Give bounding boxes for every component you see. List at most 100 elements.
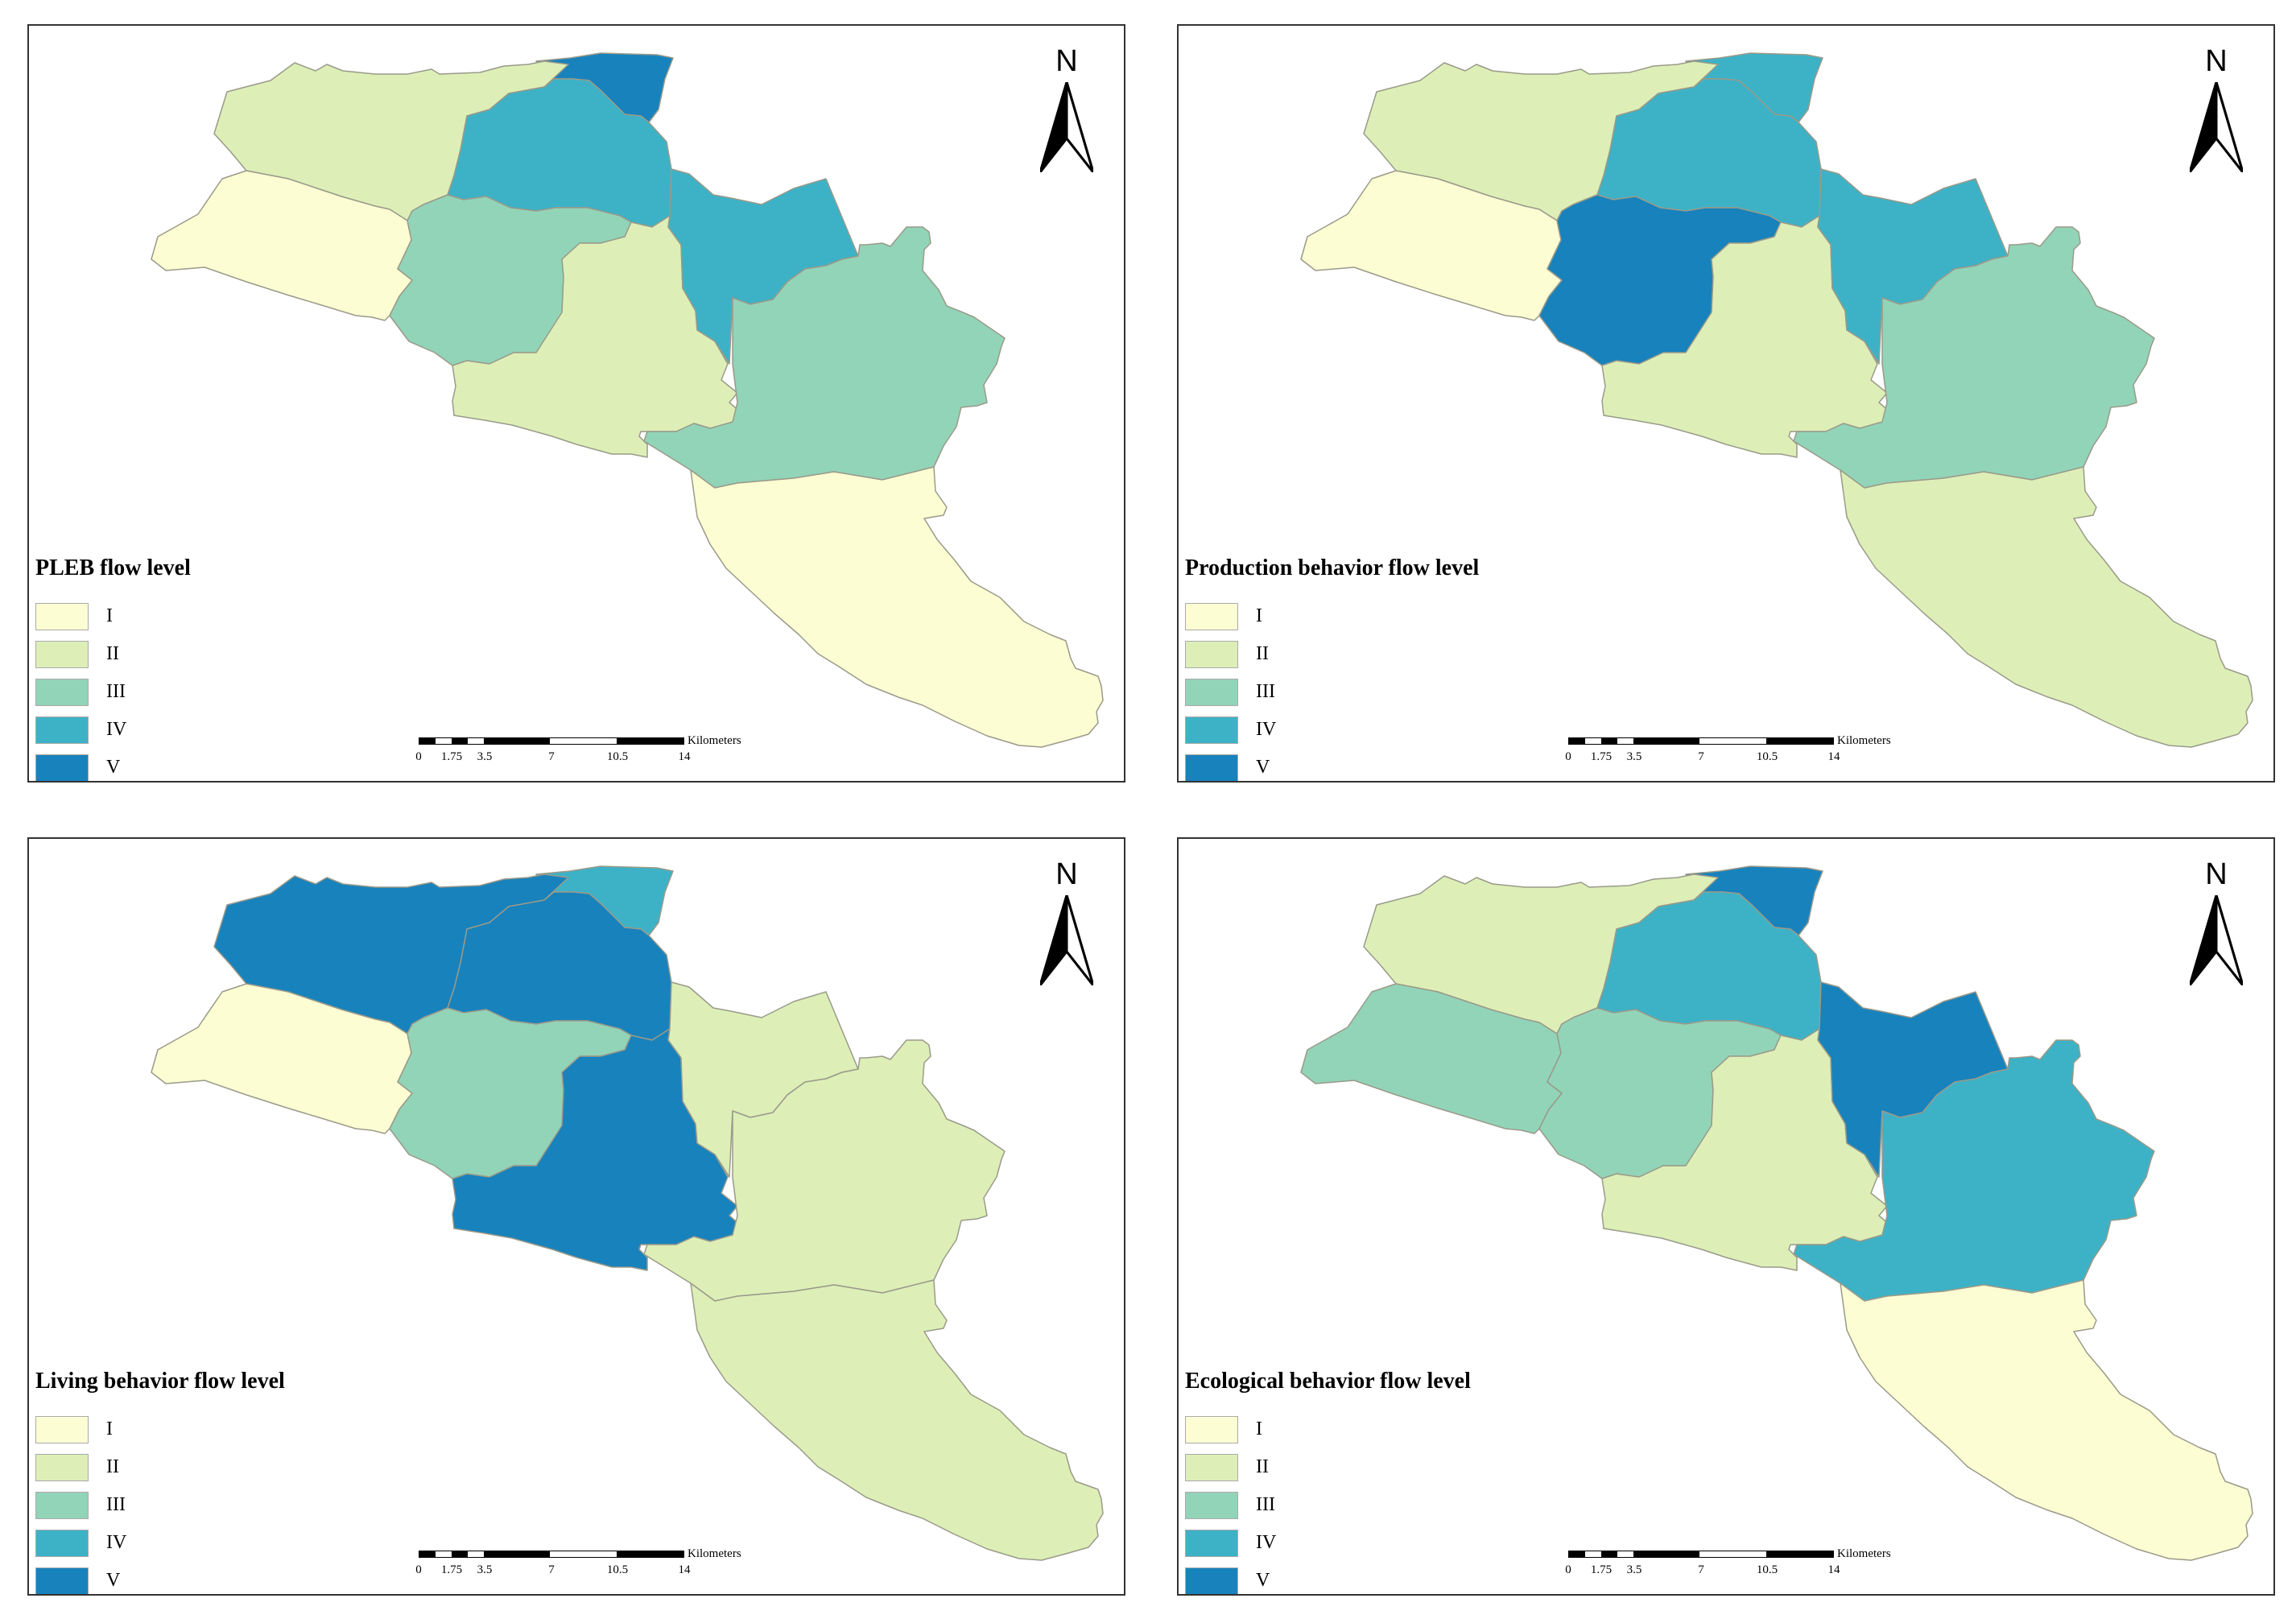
legend-item: IV <box>1185 711 1479 749</box>
region-south-central <box>1601 1028 1891 1271</box>
map-panel-ecological: N Ecological behavior flow level I II III IV V… <box>1177 837 2275 1596</box>
north-arrow-icon: N <box>2187 858 2246 987</box>
legend-label: IV <box>106 1532 127 1553</box>
scale-bar-segments <box>1568 1551 1834 1558</box>
legend-label: I <box>106 1419 113 1439</box>
scale-bar-segments <box>1568 737 1834 745</box>
scale-tick-label: 7 <box>1698 1563 1704 1576</box>
legend-item: III <box>1185 673 1479 711</box>
legend-item: III <box>1185 1486 1471 1524</box>
legend-title: Production behavior flow level <box>1185 555 1480 580</box>
scale-tick-label: 7 <box>1698 750 1704 763</box>
legend-item: IV <box>35 1524 285 1562</box>
legend-swatch <box>1185 754 1238 781</box>
map-legend: PLEB flow level I II III IV V <box>35 555 191 781</box>
map-production <box>1300 52 2253 748</box>
scale-unit-label: Kilometers <box>1837 1547 1891 1560</box>
legend-swatch <box>35 754 89 781</box>
region-south-tail <box>690 466 1104 748</box>
legend-item: I <box>1185 597 1479 635</box>
north-label: N <box>1055 857 1078 891</box>
legend-swatch <box>1185 1567 1238 1594</box>
legend-item: III <box>35 1486 285 1524</box>
legend-label: III <box>106 1494 126 1515</box>
scale-bar: 0 1.75 3.5 7 10.5 14 Kilometers <box>415 1547 757 1591</box>
scale-tick-label: 7 <box>548 1563 555 1576</box>
legend-item: I <box>35 597 191 635</box>
scale-tick-label: 0 <box>1565 1563 1571 1576</box>
legend-item: II <box>35 635 191 673</box>
legend-item: IV <box>35 711 191 749</box>
scale-tick-label: 1.75 <box>1590 750 1613 763</box>
map-legend: Production behavior flow level I II III IV V <box>1185 555 1480 781</box>
legend-label: I <box>1256 605 1262 626</box>
scale-unit-label: Kilometers <box>1837 734 1891 747</box>
scale-tick-label: 10.5 <box>1756 1563 1778 1576</box>
legend-swatch <box>35 716 89 744</box>
scale-unit-label: Kilometers <box>688 1547 741 1560</box>
legend-item: IV <box>1185 1524 1471 1562</box>
scale-tick-label: 3.5 <box>1626 1563 1642 1576</box>
north-arrow-icon: N <box>1037 45 1096 174</box>
scale-bar-segments <box>419 1551 684 1558</box>
legend-swatch <box>35 1491 89 1519</box>
map-legend: Ecological behavior flow level I II III IV V <box>1185 1369 1471 1594</box>
legend-label: V <box>1256 757 1270 778</box>
legend-item: V <box>1185 1562 1471 1594</box>
legend-title: Ecological behavior flow level <box>1185 1369 1471 1394</box>
map-panel-pleb: N PLEB flow level I II III IV V 0 1.75 3.5 7 10.5 14… <box>27 24 1125 783</box>
legend-swatch <box>1185 1453 1238 1481</box>
legend-swatch <box>35 1567 89 1594</box>
scale-tick-label: 0 <box>1565 750 1571 763</box>
scale-tick-label: 7 <box>548 750 555 763</box>
legend-item: V <box>35 1562 285 1594</box>
north-label: N <box>1055 44 1078 78</box>
legend-item: III <box>35 673 191 711</box>
legend-item: I <box>1185 1410 1471 1448</box>
legend-label: II <box>106 1456 119 1477</box>
map-living <box>151 865 1104 1561</box>
scale-bar-segments <box>419 737 684 745</box>
map-ecological <box>1300 865 2253 1561</box>
legend-label: IV <box>106 719 127 740</box>
legend-swatch <box>35 640 89 668</box>
region-south-central <box>1601 215 1891 458</box>
region-southeast <box>1793 226 2155 489</box>
region-southeast <box>643 226 1006 489</box>
legend-item: I <box>35 1410 285 1448</box>
legend-swatch <box>1185 602 1238 630</box>
legend-label: I <box>106 605 113 626</box>
region-southeast <box>643 1039 1006 1302</box>
legend-title: PLEB flow level <box>35 555 191 580</box>
north-label: N <box>2205 857 2228 891</box>
map-panel-living: N Living behavior flow level I II III IV V 0 1.7… <box>27 837 1125 1596</box>
legend-swatch <box>35 1415 89 1443</box>
region-south-tail <box>1840 466 2253 748</box>
scale-tick-label: 10.5 <box>606 1563 629 1576</box>
legend-label: V <box>1256 1570 1270 1591</box>
legend-label: IV <box>1256 1532 1277 1553</box>
legend-label: V <box>106 1570 121 1591</box>
legend-label: IV <box>1256 719 1277 740</box>
map-pleb <box>151 52 1104 748</box>
scale-tick-label: 1.75 <box>1590 1563 1613 1576</box>
legend-swatch <box>1185 640 1238 668</box>
scale-tick-label: 0 <box>415 750 422 763</box>
legend-swatch <box>1185 1415 1238 1443</box>
legend-item: V <box>1185 749 1479 781</box>
scale-bar: 0 1.75 3.5 7 10.5 14 Kilometers <box>1565 734 1906 778</box>
legend-label: II <box>1256 1456 1269 1477</box>
north-arrow-icon: N <box>1037 858 1096 987</box>
legend-item: II <box>1185 635 1479 673</box>
legend-swatch <box>1185 1529 1238 1557</box>
region-south-tail <box>1840 1279 2253 1561</box>
region-south-central <box>452 215 741 458</box>
north-arrow-icon: N <box>2187 45 2246 174</box>
legend-label: II <box>1256 643 1269 664</box>
scale-tick-label: 10.5 <box>606 750 629 763</box>
legend-swatch <box>1185 1491 1238 1519</box>
map-panel-production: N Production behavior flow level I II III IV V… <box>1177 24 2275 783</box>
legend-item: II <box>1185 1448 1471 1486</box>
legend-swatch <box>35 1453 89 1481</box>
north-label: N <box>2205 44 2228 78</box>
